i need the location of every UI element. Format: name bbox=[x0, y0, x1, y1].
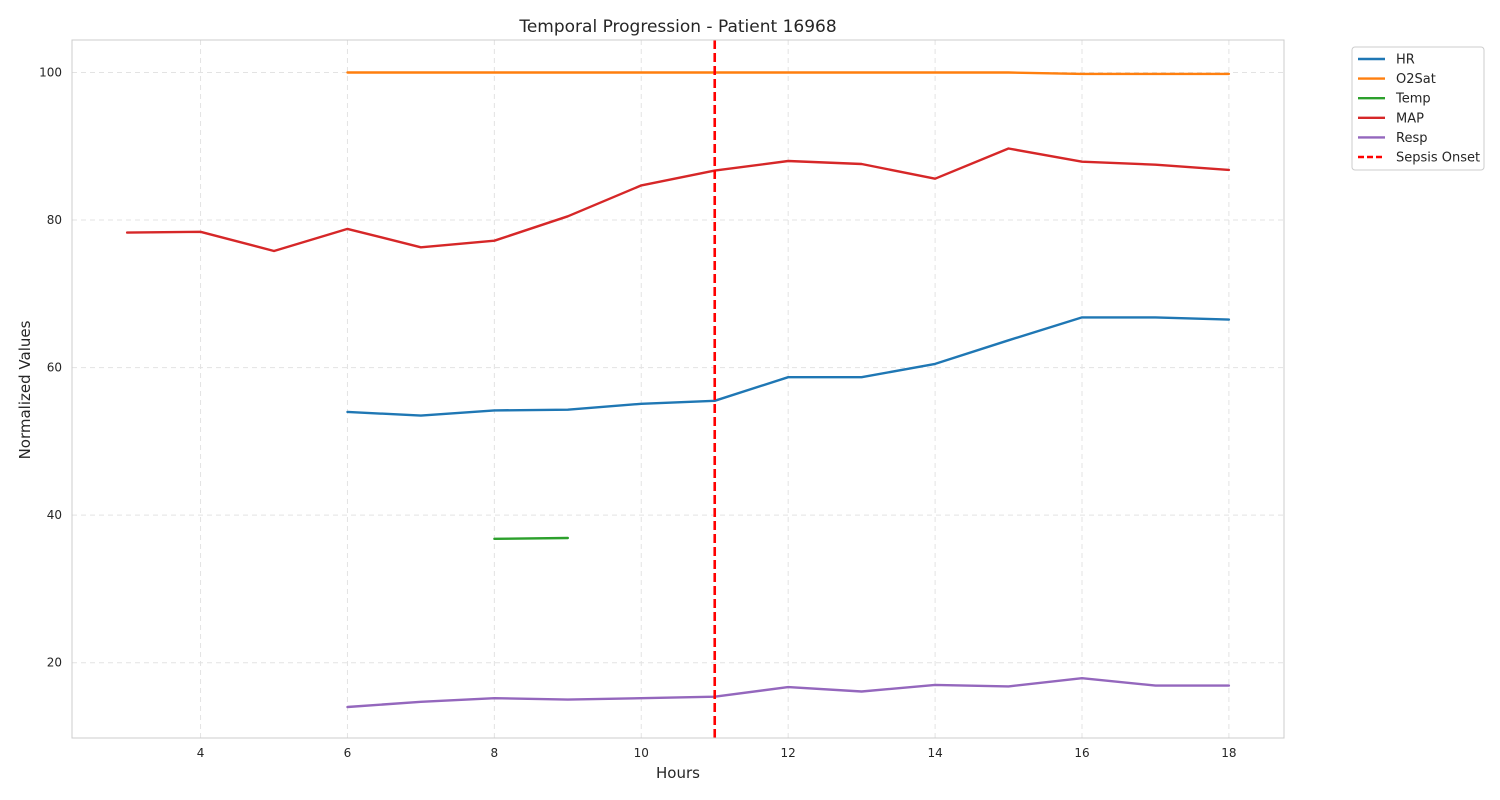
legend-label-o2sat: O2Sat bbox=[1396, 72, 1436, 87]
series-line-temp bbox=[493, 536, 569, 540]
axis-ticks: 4 6 8 10 12 14 16 18 20 40 60 80 100 bbox=[39, 65, 1236, 760]
y-axis-title: Normalized Values bbox=[16, 320, 34, 459]
chart-title: Temporal Progression - Patient 16968 bbox=[518, 17, 836, 37]
grid-lines bbox=[72, 40, 1284, 738]
legend-label-temp: Temp bbox=[1395, 92, 1431, 107]
series-line-map bbox=[125, 147, 1231, 253]
plot-frame bbox=[71, 39, 1285, 739]
y-tick-label: 100 bbox=[39, 65, 62, 79]
x-axis-title: Hours bbox=[656, 764, 700, 782]
x-tick-label: 6 bbox=[344, 746, 352, 760]
y-tick-label: 20 bbox=[47, 656, 62, 670]
legend-label-map: MAP bbox=[1396, 111, 1424, 126]
y-tick-label: 40 bbox=[47, 508, 62, 522]
series-line-o2sat bbox=[346, 71, 1231, 76]
x-tick-label: 8 bbox=[491, 746, 499, 760]
y-tick-label: 80 bbox=[47, 213, 62, 227]
series-lines bbox=[125, 71, 1231, 709]
x-tick-label: 18 bbox=[1221, 746, 1236, 760]
legend-label-hr: HR bbox=[1396, 53, 1415, 68]
y-tick-label: 60 bbox=[47, 361, 62, 375]
x-tick-label: 14 bbox=[927, 746, 942, 760]
x-tick-label: 4 bbox=[197, 746, 205, 760]
legend-label-resp: Resp bbox=[1396, 131, 1427, 146]
series-line-resp bbox=[346, 677, 1231, 709]
x-tick-label: 10 bbox=[634, 746, 649, 760]
x-tick-label: 12 bbox=[781, 746, 796, 760]
legend-label-sepsis-onset: Sepsis Onset bbox=[1396, 151, 1480, 166]
x-tick-label: 16 bbox=[1074, 746, 1089, 760]
legend: HR O2Sat Temp MAP Resp Sepsis Onset bbox=[1351, 46, 1485, 171]
series-line-hr bbox=[346, 316, 1231, 417]
